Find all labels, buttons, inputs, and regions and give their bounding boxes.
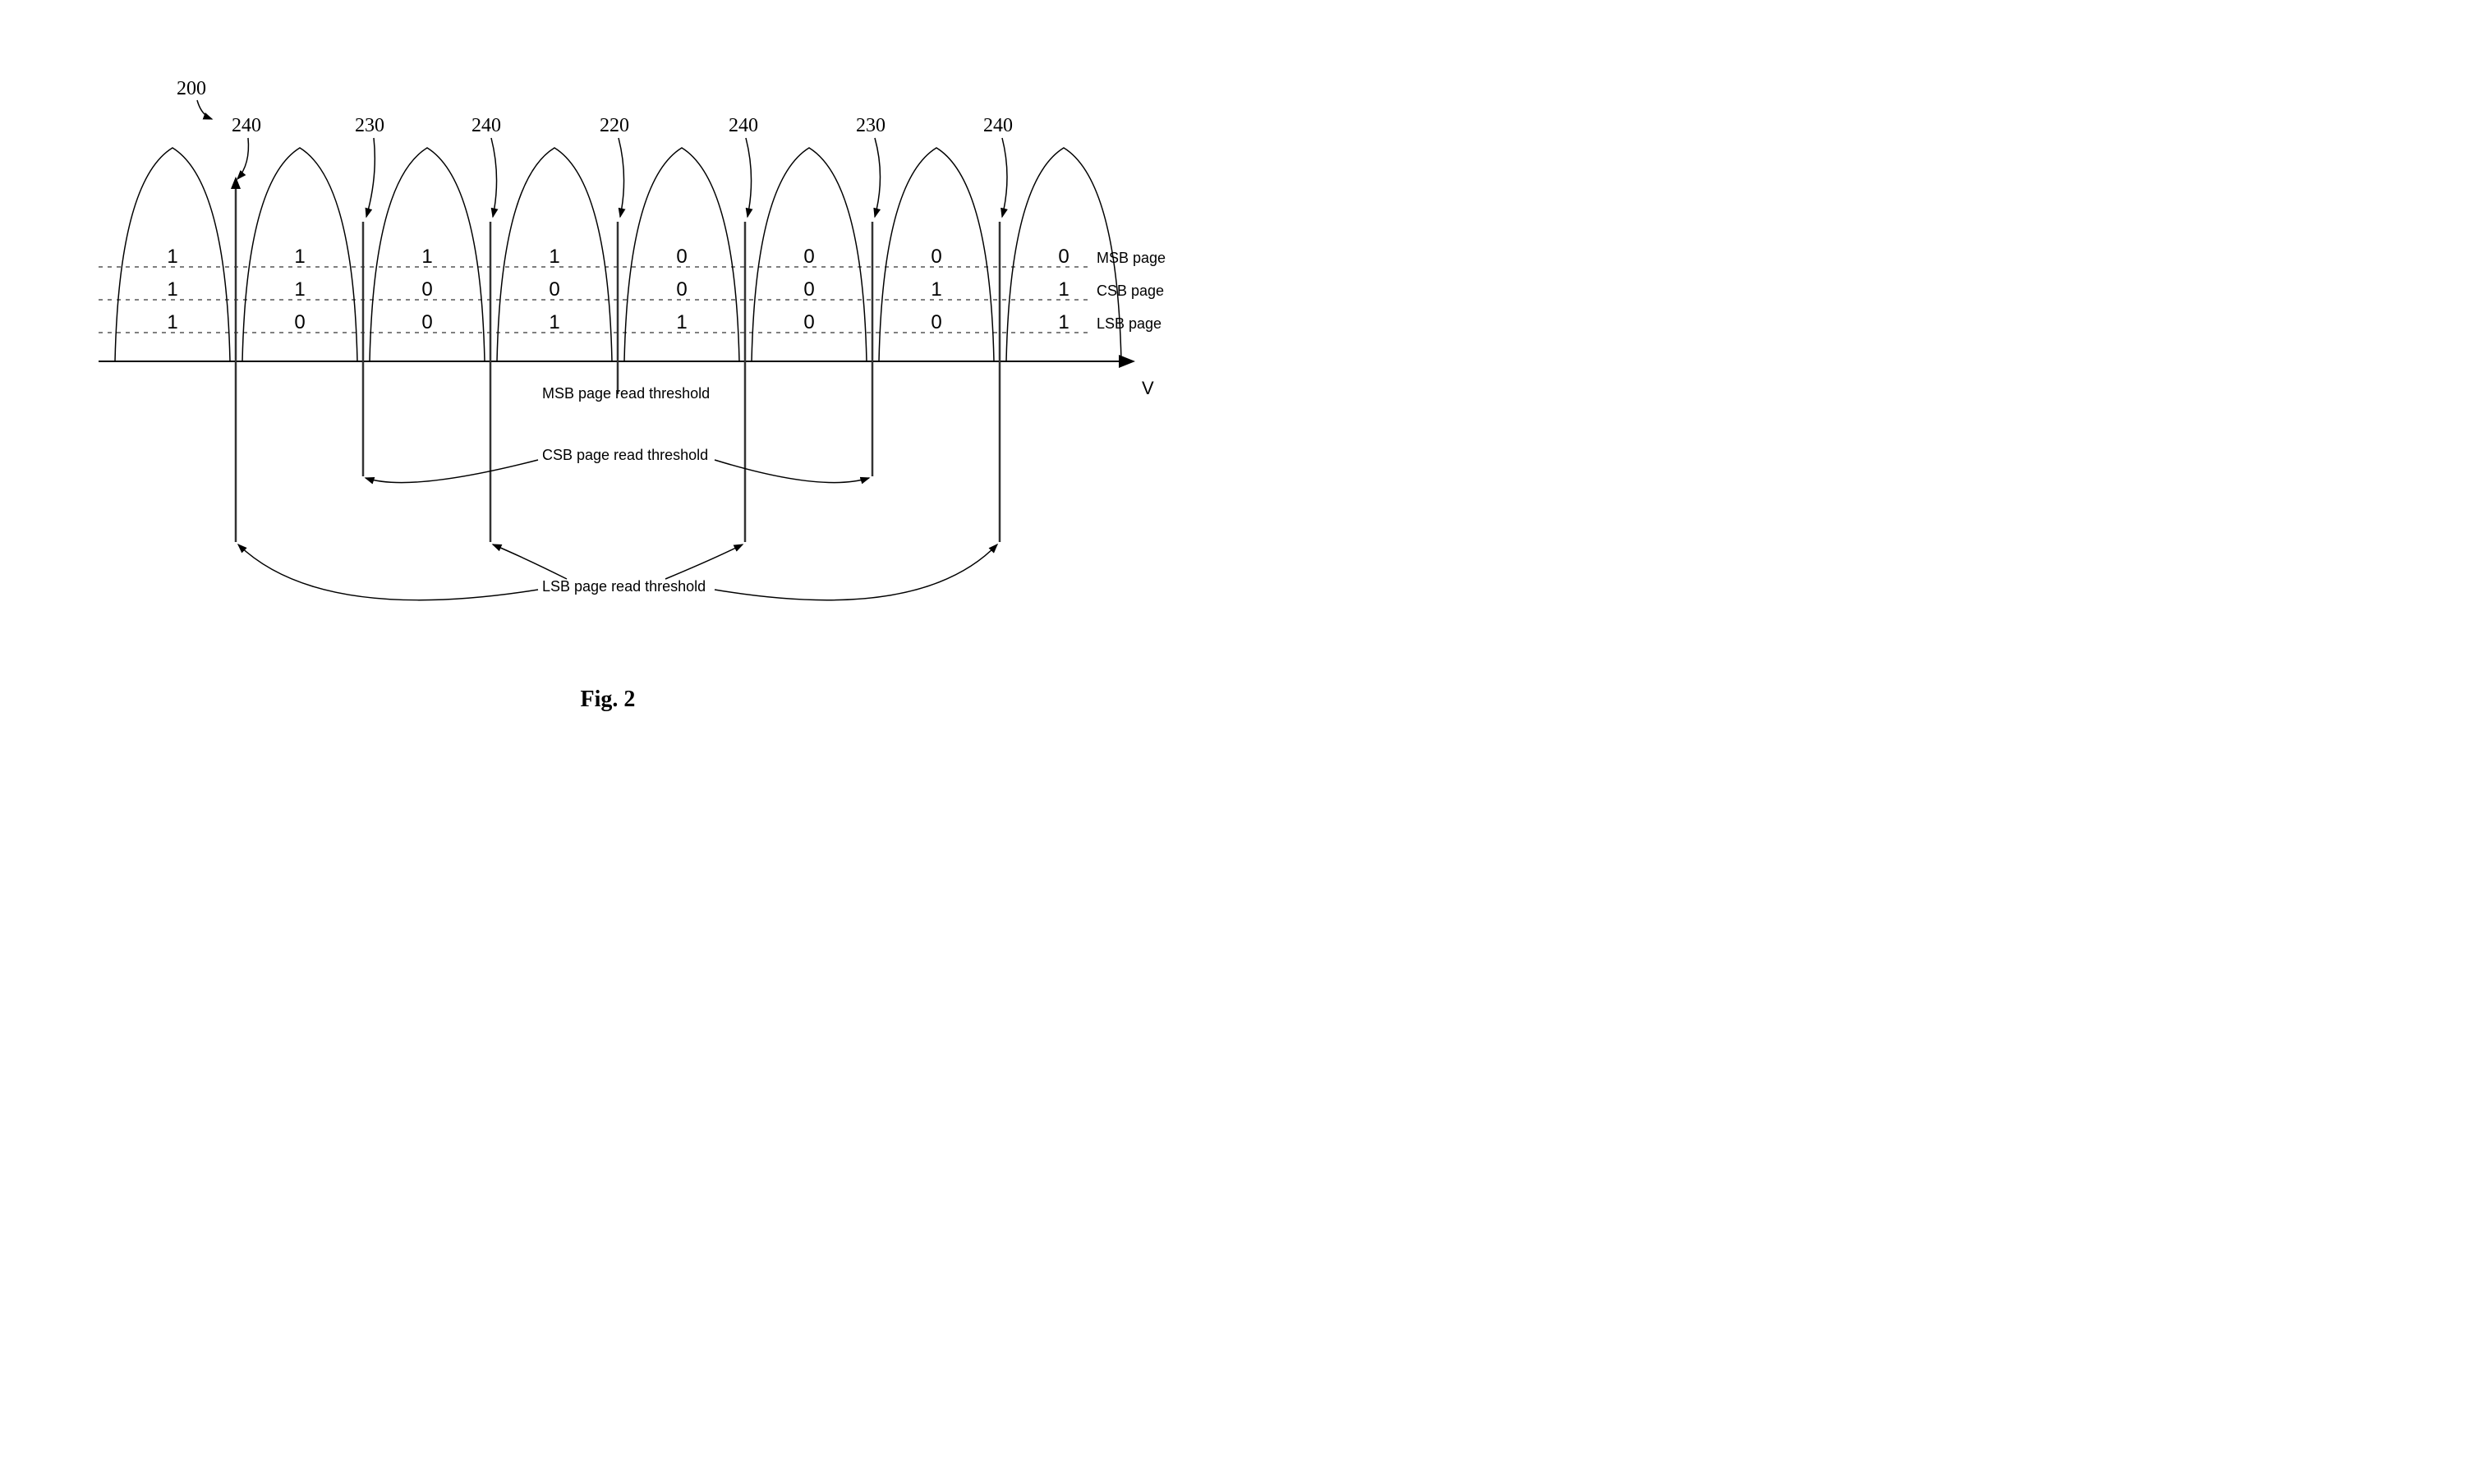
bit-5-csb: 0 bbox=[803, 278, 814, 301]
bit-0-csb: 1 bbox=[167, 278, 177, 301]
bit-6-msb: 0 bbox=[931, 246, 941, 268]
ref-230-2: 230 bbox=[856, 115, 886, 136]
lsb-arrow-2 bbox=[493, 544, 567, 579]
ref-240-2: 240 bbox=[472, 115, 501, 136]
bit-1-msb: 1 bbox=[294, 246, 305, 268]
ref-240-4: 240 bbox=[983, 115, 1013, 136]
csb-arrow-right bbox=[715, 460, 869, 483]
bit-7-lsb: 1 bbox=[1058, 311, 1069, 333]
bit-4-lsb: 1 bbox=[676, 311, 687, 333]
ref-200-arrow bbox=[197, 100, 212, 119]
ref-arrow-5 bbox=[746, 138, 752, 217]
bit-2-msb: 1 bbox=[421, 246, 432, 268]
bit-4-msb: 0 bbox=[676, 246, 687, 268]
ref-arrow-3 bbox=[491, 138, 497, 217]
page-label-msb: MSB page bbox=[1097, 250, 1166, 266]
ref-number-200: 200 bbox=[177, 78, 206, 99]
bit-7-msb: 0 bbox=[1058, 246, 1069, 268]
lsb-arrow-3 bbox=[665, 544, 743, 579]
ref-240-1: 240 bbox=[232, 115, 261, 136]
page-label-csb: CSB page bbox=[1097, 283, 1164, 299]
figure-caption: Fig. 2 bbox=[581, 687, 636, 712]
lsb-arrow-1 bbox=[238, 544, 538, 600]
bit-1-csb: 1 bbox=[294, 278, 305, 301]
bit-2-csb: 0 bbox=[421, 278, 432, 301]
figure-svg: 200 V MSB page CSB page LSB page 1 1 1 bbox=[33, 33, 1183, 772]
bit-5-msb: 0 bbox=[803, 246, 814, 268]
ref-arrow-6 bbox=[875, 138, 881, 217]
csb-arrow-left bbox=[366, 460, 538, 483]
lsb-threshold-label: LSB page read threshold bbox=[542, 578, 706, 595]
bit-2-lsb: 0 bbox=[421, 311, 432, 333]
threshold-refs: 240 230 240 220 240 230 240 bbox=[232, 115, 1013, 136]
ref-240-3: 240 bbox=[729, 115, 758, 136]
bit-6-lsb: 0 bbox=[931, 311, 941, 333]
bit-0-msb: 1 bbox=[167, 246, 177, 268]
lsb-arrow-4 bbox=[715, 544, 997, 600]
bit-7-csb: 1 bbox=[1058, 278, 1069, 301]
ref-220: 220 bbox=[600, 115, 629, 136]
ref-arrow-2 bbox=[366, 138, 375, 217]
bit-3-lsb: 1 bbox=[549, 311, 559, 333]
ref-arrow-7 bbox=[1002, 138, 1007, 217]
bit-6-csb: 1 bbox=[931, 278, 941, 301]
bit-3-msb: 1 bbox=[549, 246, 559, 268]
bit-1-lsb: 0 bbox=[294, 311, 305, 333]
bit-3-csb: 0 bbox=[549, 278, 559, 301]
page-label-lsb: LSB page bbox=[1097, 315, 1162, 332]
axis-label: V bbox=[1142, 378, 1154, 398]
bit-5-lsb: 0 bbox=[803, 311, 814, 333]
threshold-1-uparrow bbox=[231, 177, 241, 189]
msb-threshold-label: MSB page read threshold bbox=[542, 385, 710, 402]
ref-230-1: 230 bbox=[355, 115, 384, 136]
ref-arrow-4 bbox=[619, 138, 624, 217]
ref-arrows bbox=[237, 138, 1007, 217]
bit-4-csb: 0 bbox=[676, 278, 687, 301]
bit-0-lsb: 1 bbox=[167, 311, 177, 333]
csb-threshold-label: CSB page read threshold bbox=[542, 447, 708, 463]
ref-arrow-1 bbox=[237, 138, 248, 179]
figure-container: 200 V MSB page CSB page LSB page 1 1 1 bbox=[33, 33, 1183, 772]
